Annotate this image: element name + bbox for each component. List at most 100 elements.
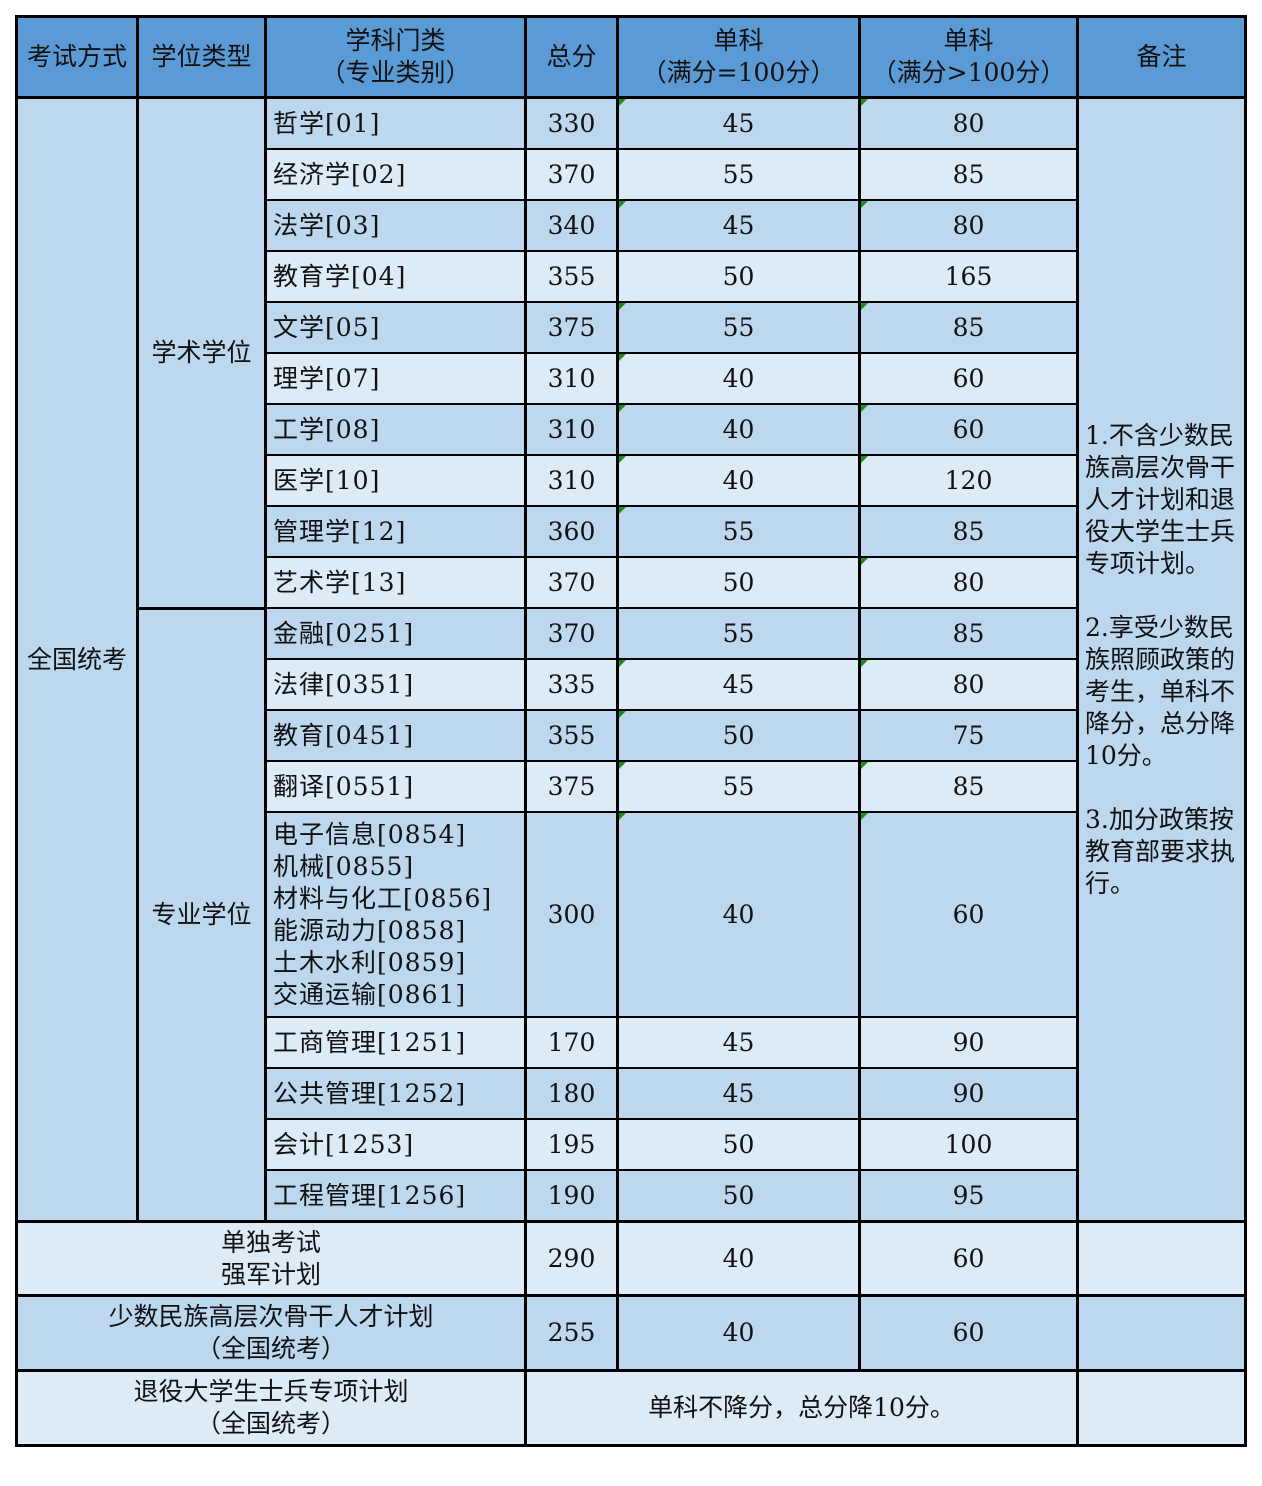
total-score: 290 [524,1220,619,1297]
subject-name: 工程管理[1256] [273,1180,467,1210]
special-row: 退役大学生士兵专项计划 （全国统考） 单科不降分，总分降10分。 [15,1369,1247,1447]
score-table: 考试方式 学位类型 学科门类 （专业类别） 总分 单科 （满分=100分） 单科 （满… [15,15,1247,1447]
single-gt100-score: 80 [858,199,1079,252]
single-gt100-score: 85 [858,607,1079,660]
note-item: 2.享受少数民族照顾政策的考生，单科不降分，总分降10分。 [1085,612,1236,770]
single-gt100-score: 75 [858,709,1079,762]
subject-cell: 公共管理[1252] [264,1067,527,1120]
subject-cell: 电子信息[0854] 机械[0855] 材料与化工[0856] 能源动力[0858] 土… [264,811,527,1018]
single-gt100-score: 165 [858,250,1079,303]
special-merged-note: 单科不降分，总分降10分。 [524,1369,1079,1447]
header-single-100-l2: （满分=100分） [641,58,836,87]
notes-cell: 1.不含少数民族高层次骨干人才计划和退役大学生士兵专项计划。 2.享受少数民族照顾… [1076,96,1247,1223]
special-label-line: 强军计划 [220,1259,321,1289]
subject-cell: 理学[07] [264,352,527,405]
header-single-gt100-l2: （满分>100分） [871,58,1066,87]
subject-name: 材料与化工[0856] [273,883,493,913]
header-subject-l1: 学科门类 [345,26,446,55]
single-gt100-score: 60 [858,1220,1079,1297]
single-100-score: 45 [616,1067,861,1120]
special-label: 退役大学生士兵专项计划 （全国统考） [15,1369,527,1447]
table-row: 经济学[02] 370 55 85 [17,148,1246,201]
subject-cell: 翻译[0551] [264,760,527,813]
total-score: 370 [524,148,619,201]
total-score: 375 [524,301,619,354]
subject-name: 理学[07] [273,363,381,393]
table-row: 全国统考 学术学位 哲学[01] 330 45 80 1.不含少数民族高层次骨干人才计划和退… [15,96,1247,1223]
total-score: 180 [524,1067,619,1120]
special-label-line: （全国统考） [195,1334,346,1363]
header-subject: 学科门类 （专业类别） [264,15,527,99]
subject-name: 教育[0451] [273,720,415,750]
special-label: 单独考试 强军计划 [15,1220,527,1297]
subject-cell: 哲学[01] [264,96,527,150]
exam-method-cell: 全国统考 [15,96,139,1223]
single-gt100-score: 60 [858,403,1079,456]
single-gt100-score: 85 [858,505,1079,558]
header-row: 考试方式 学位类型 学科门类 （专业类别） 总分 单科 （满分=100分） 单科 （满… [15,15,1247,99]
special-label-line: 少数民族高层次骨干人才计划 [108,1302,434,1331]
subject-cell: 会计[1253] [264,1118,527,1171]
single-gt100-score: 80 [858,556,1079,609]
note-item: 1.不含少数民族高层次骨干人才计划和退役大学生士兵专项计划。 [1085,420,1236,578]
total-score: 300 [524,811,619,1018]
subject-name: 土木水利[0859] [273,947,467,977]
notes-empty [1076,1220,1247,1297]
subject-name: 机械[0855] [273,851,415,881]
total-score: 355 [524,709,619,762]
note-item: 3.加分政策按教育部要求执行。 [1085,804,1236,898]
total-score: 310 [524,352,619,405]
total-score: 335 [524,658,619,711]
subject-name: 会计[1253] [273,1129,415,1159]
table-row: 医学[10] 310 40 120 [17,454,1246,507]
subject-cell: 教育学[04] [264,250,527,303]
subject-name: 交通运输[0861] [273,979,467,1009]
subject-name: 公共管理[1252] [273,1078,467,1108]
table-row: 管理学[12] 360 55 85 [17,505,1246,558]
single-gt100-score: 90 [858,1067,1079,1120]
subject-name: 法律[0351] [273,669,415,699]
total-score: 195 [524,1118,619,1171]
single-100-score: 40 [616,1220,861,1297]
table-row: 艺术学[13] 370 50 80 [17,556,1246,609]
single-gt100-score: 80 [858,96,1079,150]
subject-name: 电子信息[0854] [273,819,467,849]
single-gt100-score: 90 [858,1016,1079,1069]
subject-name: 工学[08] [273,414,381,444]
subject-name: 能源动力[0858] [273,915,467,945]
single-100-score: 55 [616,301,861,354]
single-gt100-score: 120 [858,454,1079,507]
subject-cell: 文学[05] [264,301,527,354]
special-row: 单独考试 强军计划 290 40 60 [15,1220,1247,1297]
header-single-gt100-l1: 单科 [943,26,994,55]
notes-empty [1076,1369,1247,1447]
subject-cell: 管理学[12] [264,505,527,558]
single-100-score: 45 [616,96,861,150]
subject-name: 工商管理[1251] [273,1027,467,1057]
table-row: 法学[03] 340 45 80 [17,199,1246,252]
subject-cell: 教育[0451] [264,709,527,762]
total-score: 310 [524,403,619,456]
single-100-score: 50 [616,1118,861,1171]
table-row: 电子信息[0854] 机械[0855] 材料与化工[0856] 能源动力[0858] 土… [17,811,1246,1018]
subject-cell: 法律[0351] [264,658,527,711]
table-row: 专业学位 金融[0251] 370 55 85 [17,606,1246,1223]
header-single-100: 单科 （满分=100分） [616,15,861,99]
table-row: 法律[0351] 335 45 80 [17,658,1246,711]
single-gt100-score: 95 [858,1169,1079,1223]
degree-group-professional: 专业学位 [136,606,267,1223]
single-100-score: 50 [616,556,861,609]
table-row: 翻译[0551] 375 55 85 [17,760,1246,813]
total-score: 370 [524,556,619,609]
header-total: 总分 [524,15,619,99]
single-100-score: 55 [616,148,861,201]
special-label: 少数民族高层次骨干人才计划 （全国统考） [15,1294,527,1372]
single-100-score: 50 [616,1169,861,1223]
subject-cell: 经济学[02] [264,148,527,201]
single-100-score: 40 [616,403,861,456]
total-score: 190 [524,1169,619,1223]
subject-name: 金融[0251] [273,618,415,648]
total-score: 255 [524,1294,619,1372]
header-degree-type: 学位类型 [136,15,267,99]
special-label-line: 单独考试 [220,1227,321,1257]
